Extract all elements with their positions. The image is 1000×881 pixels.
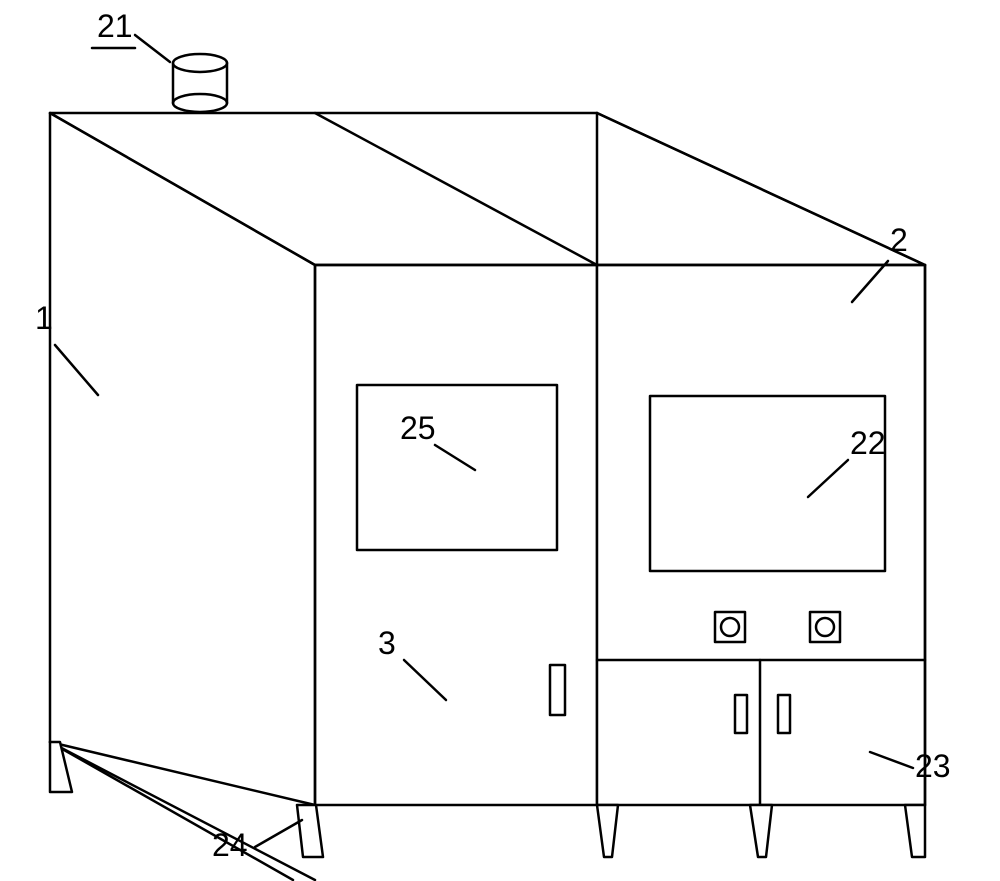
label-22: 22 <box>850 425 886 462</box>
center-door-handle <box>550 665 565 715</box>
button-right-group <box>810 612 840 642</box>
leader-24 <box>255 820 302 847</box>
left-bottom-slope <box>50 742 293 880</box>
cylinder-21 <box>173 54 227 112</box>
foot-1 <box>50 742 72 792</box>
label-1: 1 <box>35 300 53 337</box>
label-25: 25 <box>400 410 436 447</box>
label-21: 21 <box>97 8 133 45</box>
label-24: 24 <box>212 827 248 864</box>
foot-3 <box>597 805 618 857</box>
diagram-canvas: 1 21 25 3 24 2 22 23 <box>0 0 1000 881</box>
left-bottom-edge-front <box>50 742 315 805</box>
window-25 <box>357 385 557 550</box>
cabinet-left-handle <box>735 695 747 733</box>
cabinet-right-handle <box>778 695 790 733</box>
left-block-top-surface <box>50 113 597 265</box>
screen-22 <box>650 396 885 571</box>
foot-5 <box>905 805 925 857</box>
label-2: 2 <box>890 222 908 259</box>
foot-4 <box>750 805 772 857</box>
label-3: 3 <box>378 625 396 662</box>
button-left-group <box>715 612 745 642</box>
foot-2 <box>297 805 323 857</box>
left-bottom-slope-to-front <box>50 742 315 880</box>
leader-1 <box>55 345 98 395</box>
label-23: 23 <box>915 748 951 785</box>
leader-21 <box>135 35 170 62</box>
